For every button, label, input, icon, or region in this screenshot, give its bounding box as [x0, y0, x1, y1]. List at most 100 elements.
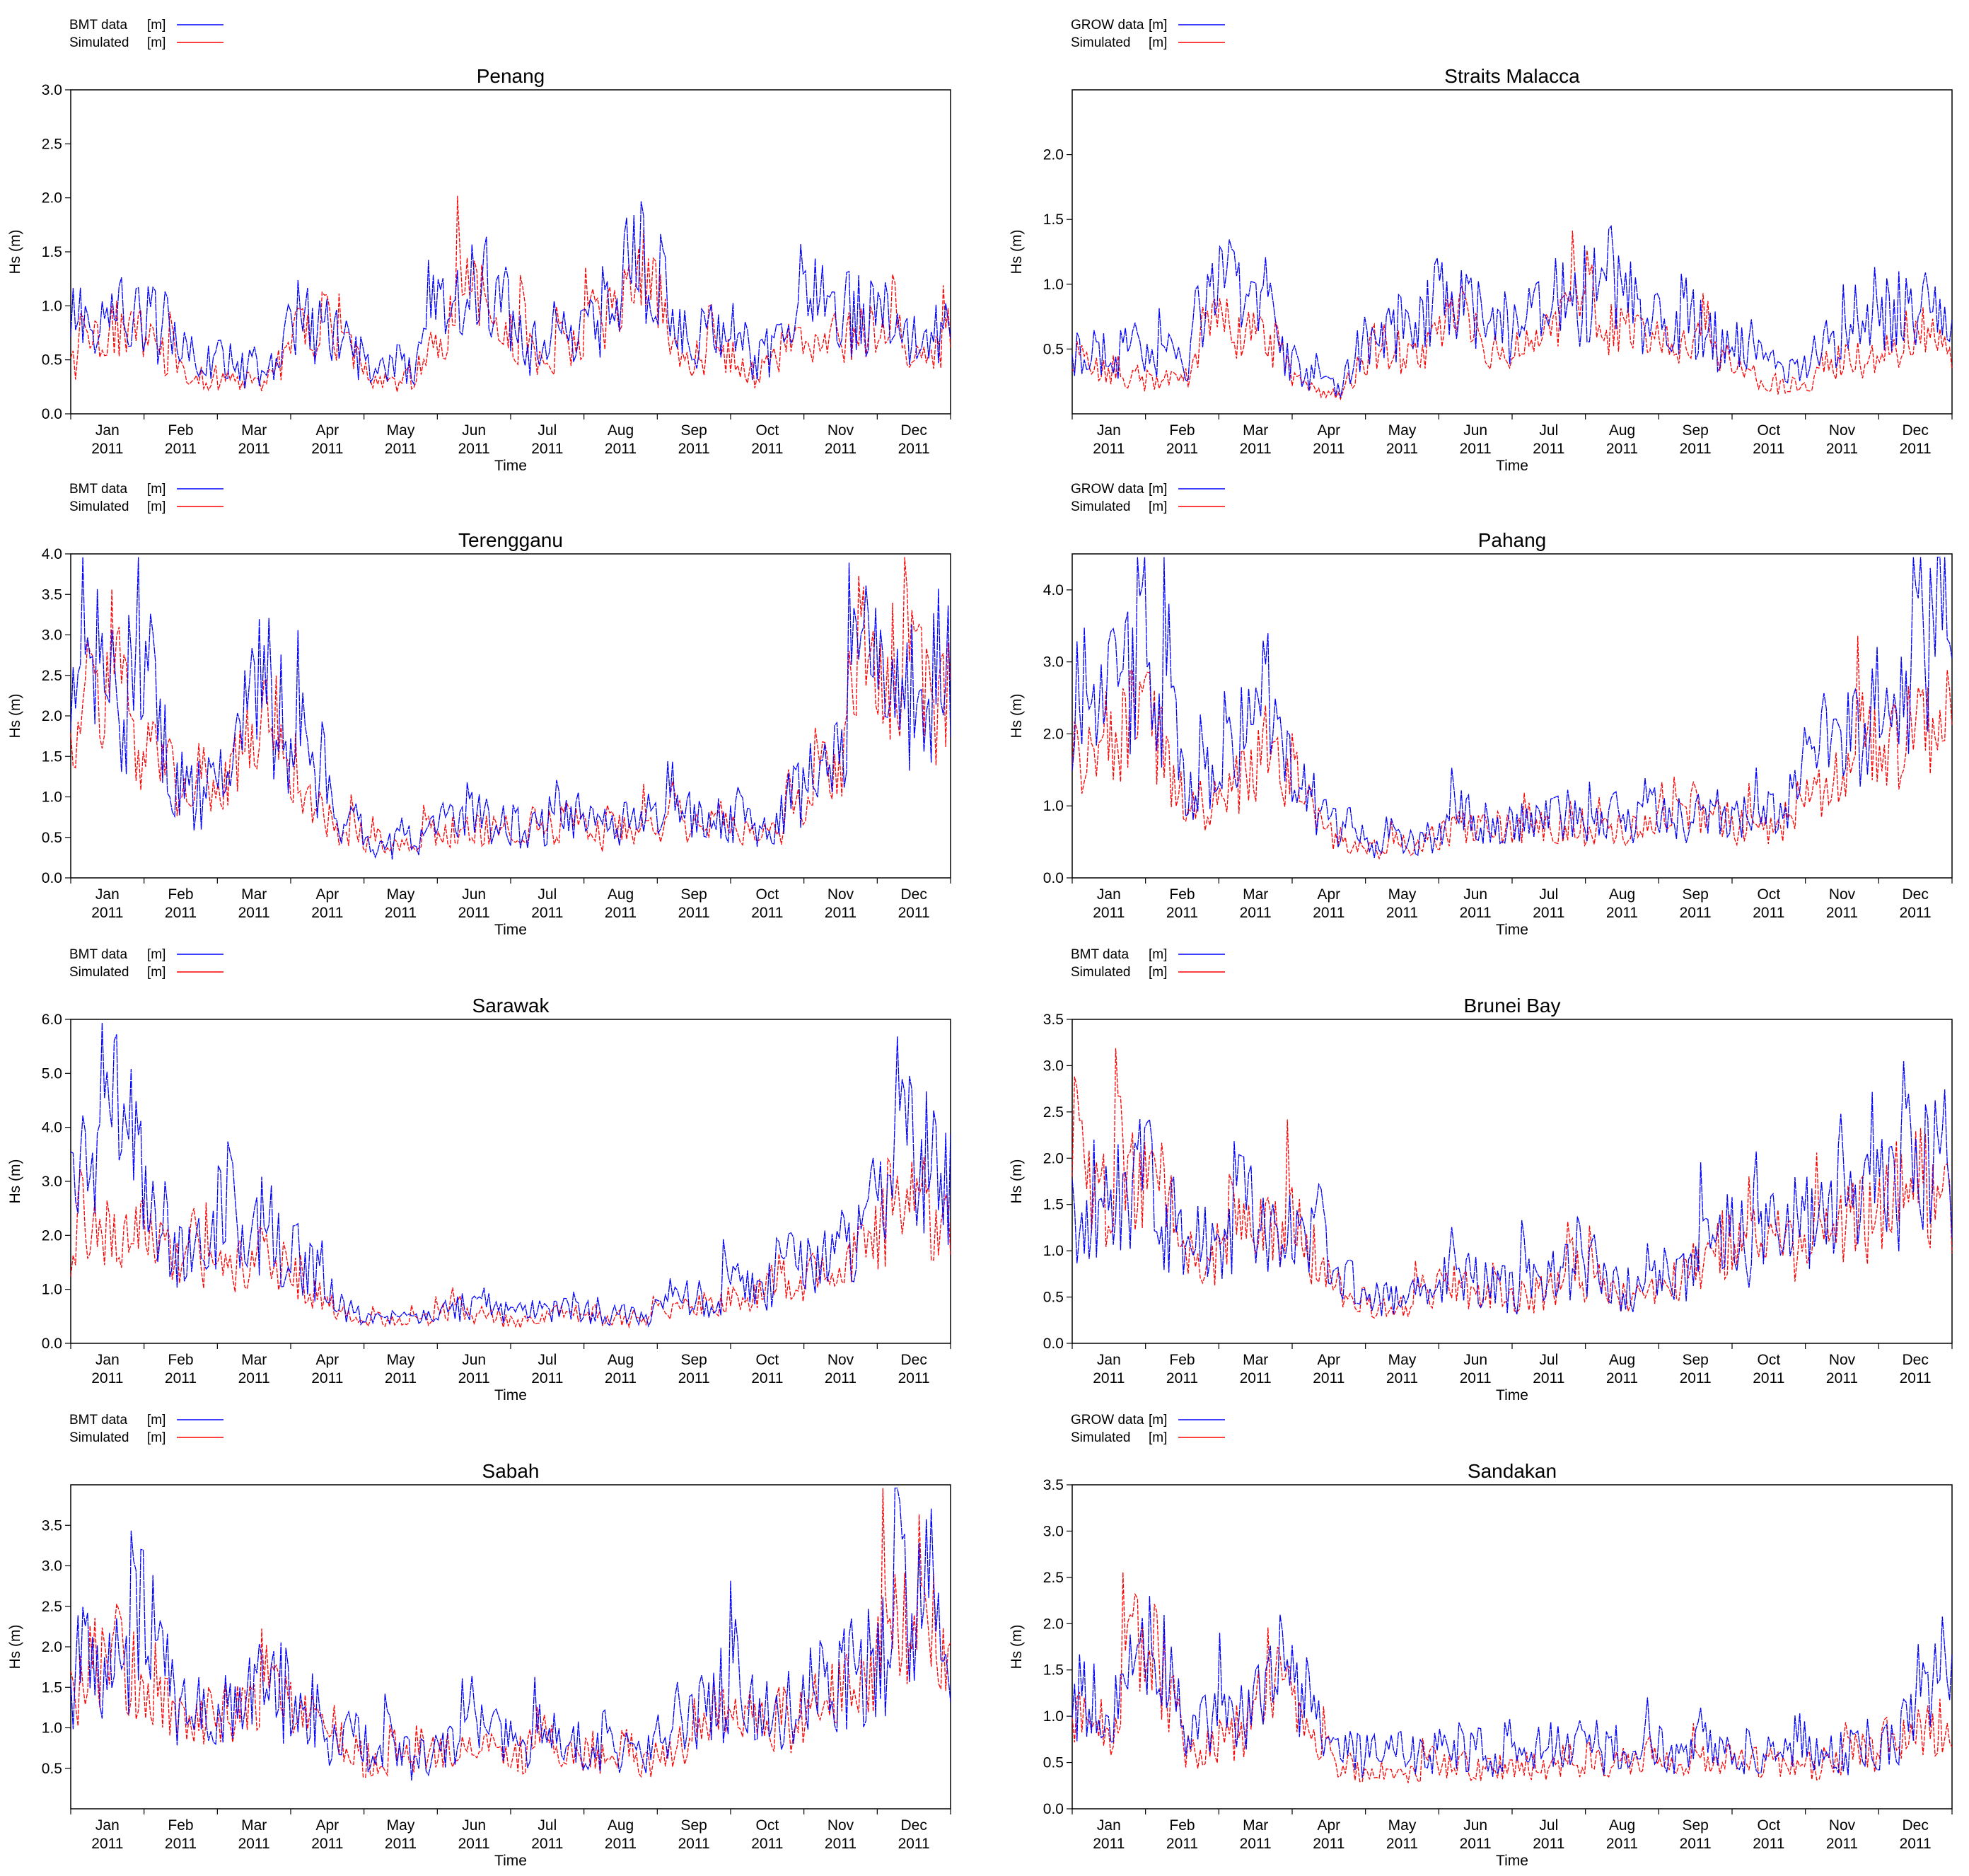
x-tick-label-year: 2011 — [1533, 1836, 1564, 1852]
chart-title: Pahang — [1478, 529, 1547, 551]
legend-label: Simulated — [1071, 499, 1131, 514]
chart-panel-sandakan: GROW data [m] Simulated [m] Sandakan 0.0 0.5 1.… — [1009, 1413, 1953, 1869]
x-tick-label-year: 2011 — [531, 1836, 563, 1852]
x-tick-label-month: Mar — [241, 886, 267, 903]
y-axis-label: Hs (m) — [7, 1159, 23, 1204]
x-tick-label-month: Mar — [1243, 422, 1268, 439]
x-tick-label-year: 2011 — [238, 1836, 270, 1852]
x-tick-label-month: Feb — [168, 1352, 193, 1368]
x-tick-label-year: 2011 — [825, 441, 856, 457]
y-tick-label: 1.0 — [42, 298, 62, 314]
x-tick-label-month: Oct — [1757, 1352, 1780, 1368]
x-tick-label-month: Feb — [168, 1817, 193, 1834]
x-tick-label-year: 2011 — [458, 905, 490, 921]
x-tick-label-month: May — [387, 1352, 415, 1368]
x-tick-label-month: Aug — [608, 886, 634, 903]
x-tick-label-month: Jul — [538, 1817, 557, 1834]
x-tick-label-month: Feb — [1169, 1817, 1195, 1834]
x-tick-label-year: 2011 — [678, 441, 710, 457]
y-tick-label: 1.5 — [1043, 1662, 1064, 1679]
x-tick-label-month: Apr — [1317, 1352, 1340, 1368]
y-tick-label: 2.0 — [42, 190, 62, 207]
x-tick-label-month: Apr — [315, 886, 339, 903]
x-tick-label-year: 2011 — [1313, 1370, 1344, 1386]
y-axis-label: Hs (m) — [7, 1625, 23, 1669]
x-tick-label-year: 2011 — [1240, 1370, 1272, 1386]
x-tick-label-month: Oct — [755, 1817, 779, 1834]
y-tick-label: 3.5 — [1043, 1477, 1064, 1493]
series-line-simulated — [70, 1488, 951, 1778]
plot-frame — [1071, 1019, 1953, 1344]
x-tick-label-year: 2011 — [1313, 905, 1344, 921]
y-tick-label: 3.5 — [42, 586, 62, 603]
series-line-simulated — [70, 195, 951, 393]
x-tick-label-year: 2011 — [1826, 1836, 1858, 1852]
x-tick-label-year: 2011 — [311, 905, 343, 921]
x-tick-label-year: 2011 — [1680, 905, 1712, 921]
x-tick-label-year: 2011 — [311, 1370, 343, 1386]
x-tick-label-year: 2011 — [898, 1370, 930, 1386]
x-tick-label-month: Sep — [1682, 422, 1708, 439]
y-tick-label: 1.0 — [1043, 1708, 1064, 1725]
y-tick-label: 2.5 — [42, 136, 62, 152]
x-tick-label-month: Nov — [827, 886, 854, 903]
x-tick-label-year: 2011 — [531, 441, 563, 457]
y-tick-label: 2.0 — [1043, 1150, 1064, 1166]
y-tick-label: 1.0 — [1043, 798, 1064, 814]
y-tick-label: 2.5 — [1043, 1570, 1064, 1586]
plot-frame — [70, 553, 951, 879]
y-tick-label: 0.0 — [42, 406, 62, 422]
legend-unit: [m] — [1149, 1430, 1167, 1445]
chart-title: Sabah — [482, 1460, 540, 1482]
chart-panel-brunei-bay: BMT data [m] Simulated [m] Brunei Bay 0.0 0.5 1… — [1009, 947, 1953, 1403]
x-tick-label-month: Dec — [1902, 422, 1928, 439]
x-tick-label-year: 2011 — [1093, 441, 1125, 457]
y-axis-label: Hs (m) — [7, 694, 23, 739]
x-tick-label-month: Jun — [1463, 886, 1487, 903]
y-tick-label: 1.0 — [1043, 1243, 1064, 1259]
x-tick-label-month: Feb — [1169, 1352, 1195, 1368]
series-line-simulated — [1071, 1048, 1953, 1319]
y-tick-label: 3.0 — [42, 1558, 62, 1575]
y-tick-label: 5.0 — [42, 1065, 62, 1082]
x-tick-label-month: Nov — [827, 1817, 854, 1834]
x-tick-label-month: Sep — [1682, 1352, 1708, 1368]
x-tick-label-month: Mar — [1243, 886, 1268, 903]
x-tick-label-year: 2011 — [1386, 441, 1418, 457]
legend-label: GROW data — [1071, 18, 1144, 33]
x-tick-label-year: 2011 — [1093, 1836, 1125, 1852]
x-tick-label-year: 2011 — [1166, 1836, 1198, 1852]
x-tick-label-month: Aug — [608, 422, 634, 439]
y-axis-label: Hs (m) — [7, 230, 23, 274]
x-tick-label-month: Mar — [241, 1352, 267, 1368]
series-line-observed — [1071, 556, 1953, 859]
y-tick-label: 1.0 — [42, 789, 62, 806]
y-tick-label: 0.0 — [1043, 1801, 1064, 1817]
y-tick-label: 4.0 — [1043, 582, 1064, 598]
x-tick-label-month: Oct — [1757, 886, 1780, 903]
y-tick-label: 3.0 — [42, 1174, 62, 1190]
x-tick-label-year: 2011 — [1240, 1836, 1272, 1852]
x-tick-label-year: 2011 — [458, 1836, 490, 1852]
chart-title: Terengganu — [458, 529, 563, 551]
plot-frame — [70, 1019, 951, 1344]
legend-unit: [m] — [1149, 947, 1167, 962]
x-tick-label-year: 2011 — [1460, 905, 1492, 921]
x-tick-label-year: 2011 — [531, 1370, 563, 1386]
series-line-observed — [70, 1487, 951, 1781]
x-tick-label-month: Oct — [755, 886, 779, 903]
x-tick-label-month: Aug — [1609, 422, 1635, 439]
legend-label: Simulated — [1071, 965, 1131, 980]
x-tick-label-year: 2011 — [1753, 441, 1784, 457]
y-tick-label: 1.5 — [42, 748, 62, 765]
x-tick-label-month: Apr — [1317, 1817, 1340, 1834]
x-tick-label-month: Feb — [1169, 886, 1195, 903]
x-tick-label-month: Jun — [1463, 1352, 1487, 1368]
x-tick-label-year: 2011 — [1166, 1370, 1198, 1386]
x-tick-label-month: Feb — [168, 422, 193, 439]
x-tick-label-month: Dec — [1902, 886, 1928, 903]
x-tick-label-year: 2011 — [605, 905, 637, 921]
x-tick-label-year: 2011 — [91, 1836, 123, 1852]
x-tick-label-month: Nov — [1829, 422, 1856, 439]
series-line-simulated — [70, 557, 951, 854]
